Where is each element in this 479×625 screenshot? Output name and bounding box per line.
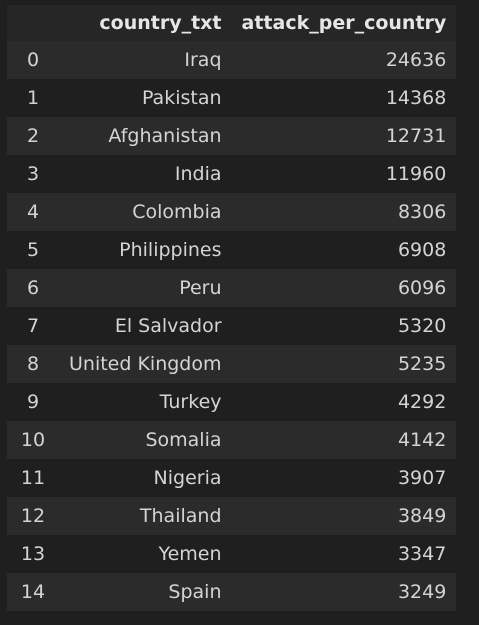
table-row: 4 Colombia 8306 — [7, 193, 457, 231]
table-row: 9 Turkey 4292 — [7, 383, 457, 421]
table-header: country_txt attack_per_country — [7, 5, 457, 41]
table-row: 12 Thailand 3849 — [7, 497, 457, 535]
country-cell: El Salvador — [114, 314, 222, 337]
table-row: 6 Peru 6096 — [7, 269, 457, 307]
row-index: 0 — [26, 48, 40, 71]
country-cell: United Kingdom — [69, 352, 222, 375]
row-index: 8 — [26, 352, 40, 375]
table-row: 8 United Kingdom 5235 — [7, 345, 457, 383]
row-index: 13 — [20, 542, 46, 565]
row-index: 5 — [26, 238, 40, 261]
attack-count-cell: 5235 — [397, 352, 447, 375]
dataframe-table: country_txt attack_per_country 0 Iraq 24… — [7, 5, 457, 611]
row-index: 9 — [26, 390, 40, 413]
country-cell: Philippines — [119, 238, 222, 261]
table-row: 1 Pakistan 14368 — [7, 79, 457, 117]
row-index: 2 — [26, 124, 40, 147]
country-cell: Pakistan — [141, 86, 222, 109]
table-row: 3 India 11960 — [7, 155, 457, 193]
attack-count-cell: 5320 — [397, 314, 447, 337]
table-row: 14 Spain 3249 — [7, 573, 457, 611]
country-cell: India — [174, 162, 222, 185]
table-row: 5 Philippines 6908 — [7, 231, 457, 269]
attack-count-cell: 4292 — [397, 390, 447, 413]
attack-count-cell: 6096 — [397, 276, 447, 299]
attack-count-cell: 3849 — [397, 504, 447, 527]
attack-count-cell: 12731 — [385, 124, 447, 147]
table-row: 7 El Salvador 5320 — [7, 307, 457, 345]
table-row: 13 Yemen 3347 — [7, 535, 457, 573]
country-column-header: country_txt — [59, 5, 232, 41]
table-row: 2 Afghanistan 12731 — [7, 117, 457, 155]
attack-count-cell: 14368 — [385, 86, 447, 109]
country-cell: Iraq — [184, 48, 222, 71]
attack-count-cell: 3347 — [397, 542, 447, 565]
country-cell: Spain — [168, 580, 222, 603]
table-row: 11 Nigeria 3907 — [7, 459, 457, 497]
attack-count-cell: 3907 — [397, 466, 447, 489]
row-index: 11 — [20, 466, 46, 489]
row-index: 6 — [26, 276, 40, 299]
table-body: 0 Iraq 24636 1 Pakistan 14368 2 Afghanis… — [7, 41, 457, 611]
attack-count-cell: 4142 — [397, 428, 447, 451]
country-cell: Nigeria — [153, 466, 222, 489]
country-cell: Thailand — [139, 504, 222, 527]
country-cell: Somalia — [145, 428, 222, 451]
table-row: 10 Somalia 4142 — [7, 421, 457, 459]
country-cell: Turkey — [159, 390, 222, 413]
row-index: 1 — [26, 86, 40, 109]
index-column-header — [7, 5, 59, 41]
country-cell: Yemen — [158, 542, 222, 565]
country-cell: Colombia — [132, 200, 222, 223]
row-index: 10 — [20, 428, 46, 451]
row-index: 12 — [20, 504, 46, 527]
header-row: country_txt attack_per_country — [7, 5, 457, 41]
attack-count-cell: 11960 — [385, 162, 447, 185]
attack-count-cell: 3249 — [397, 580, 447, 603]
row-index: 4 — [26, 200, 40, 223]
row-index: 14 — [20, 580, 46, 603]
row-index: 3 — [26, 162, 40, 185]
row-index: 7 — [26, 314, 40, 337]
country-cell: Peru — [179, 276, 222, 299]
attack-count-cell: 6908 — [397, 238, 447, 261]
attack-column-header: attack_per_country — [231, 5, 457, 41]
attack-count-cell: 24636 — [385, 48, 447, 71]
table-row: 0 Iraq 24636 — [7, 41, 457, 79]
attack-count-cell: 8306 — [397, 200, 447, 223]
country-cell: Afghanistan — [108, 124, 222, 147]
